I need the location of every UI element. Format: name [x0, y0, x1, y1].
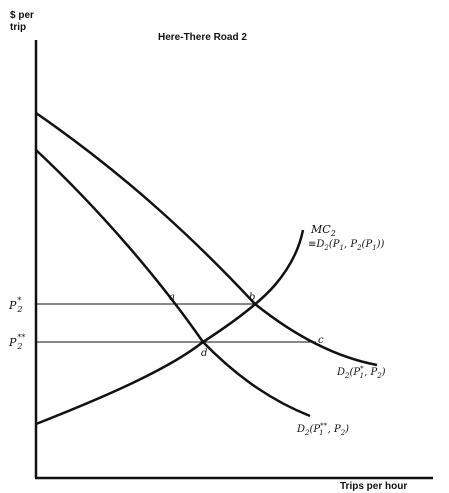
- point-a-label: a: [169, 292, 175, 303]
- point-b-label: b: [249, 292, 255, 303]
- d2-p1-star-label: D2(P* 1, P2): [336, 365, 386, 380]
- mc2-equivalence-label: ≡D2(P1, P2(P1)): [308, 239, 385, 252]
- y-axis-label-line2: trip: [10, 22, 26, 33]
- mc2-label: MC2: [310, 223, 336, 238]
- x-axis-label: Trips per hour: [340, 481, 407, 492]
- curve-mc2: [35, 229, 305, 426]
- point-c-label: c: [318, 335, 324, 346]
- y-axis-label-line1: $ per: [10, 10, 34, 21]
- p-star-label: P* 2: [8, 296, 23, 314]
- point-d-label: d: [201, 348, 207, 359]
- diagram-title: Here-There Road 2: [158, 32, 247, 43]
- p-dstar-label: P** 2: [8, 333, 25, 351]
- curve-d2-p1-dstar: [35, 149, 311, 418]
- curve-d2-p1-star: [35, 111, 378, 367]
- d2-p1-dstar-label: D2(P** 1, P2): [296, 422, 349, 437]
